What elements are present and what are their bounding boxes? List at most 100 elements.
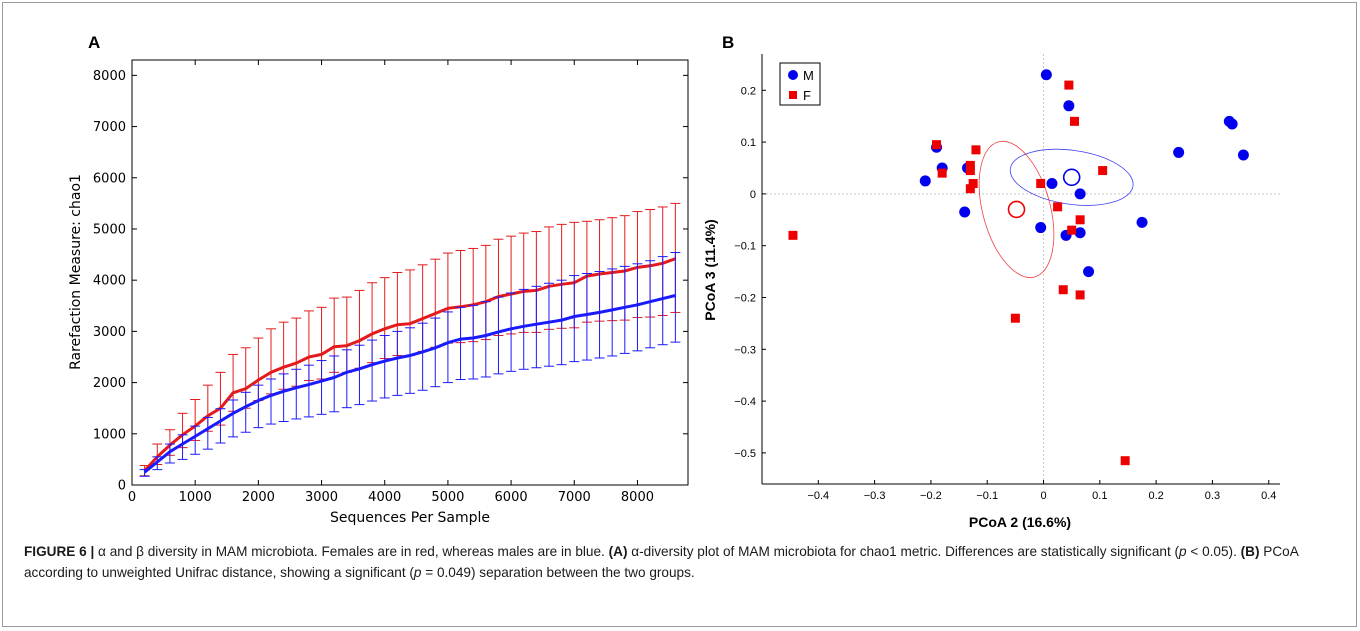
x-tick-label: 0 xyxy=(128,490,136,505)
panel-b-zero-lines xyxy=(762,54,1280,484)
data-point xyxy=(1036,179,1046,189)
legend-f-marker xyxy=(789,91,797,99)
panel-a-ylabel: Rarefaction Measure: chao1 xyxy=(68,174,84,370)
data-point xyxy=(1035,222,1047,234)
data-point xyxy=(1074,227,1086,239)
panel-b-x-ticks: −0.4 −0.3 −0.2 −0.1 0 0.1 0.2 0.3 0.4 xyxy=(807,480,1276,502)
data-point xyxy=(1237,149,1249,161)
caption-text-5: = 0.049) separation between the two grou… xyxy=(421,565,695,580)
data-point xyxy=(965,160,975,170)
panel-a-label: A xyxy=(88,33,100,52)
data-point xyxy=(1098,166,1108,176)
y-tick-label: 0.1 xyxy=(741,137,756,149)
x-tick-label: 3000 xyxy=(305,490,338,505)
data-point xyxy=(1067,225,1077,235)
data-point xyxy=(937,168,947,178)
x-tick-label: 8000 xyxy=(621,490,654,505)
caption-figure-label: FIGURE 6 | xyxy=(24,544,95,559)
x-tick-label: 5000 xyxy=(431,490,464,505)
x-tick-label: 2000 xyxy=(242,490,275,505)
x-tick-label: 6000 xyxy=(495,490,528,505)
data-point xyxy=(1063,100,1075,112)
y-tick-label: −0.3 xyxy=(734,344,756,356)
data-point xyxy=(1058,285,1068,295)
data-point xyxy=(1074,188,1086,200)
data-point xyxy=(959,206,971,218)
panel-a-xlabel: Sequences Per Sample xyxy=(330,510,490,526)
caption-text-3: < 0.05). xyxy=(1186,544,1241,559)
panel-b-legend: M F xyxy=(779,62,821,106)
data-point xyxy=(1053,202,1063,212)
y-tick-label: 6000 xyxy=(93,171,126,186)
panel-b-points xyxy=(788,69,1249,466)
figure-caption: FIGURE 6 | α and β diversity in MAM micr… xyxy=(24,541,1340,583)
y-tick-label: −0.4 xyxy=(734,396,756,408)
x-tick-label: 0.2 xyxy=(1148,490,1163,502)
y-tick-label: 1000 xyxy=(93,427,126,442)
x-tick-label: −0.4 xyxy=(807,490,829,502)
x-tick-label: 0 xyxy=(1040,490,1046,502)
x-tick-label: −0.1 xyxy=(976,490,998,502)
data-point xyxy=(1046,178,1058,190)
legend-box xyxy=(779,62,821,106)
legend-f-label: F xyxy=(803,88,811,103)
y-tick-label: 7000 xyxy=(93,120,126,135)
panel-a-x-ticks: 0 1000 2000 3000 4000 5000 6000 7000 8000 xyxy=(128,60,654,505)
caption-a-ref: (A) xyxy=(608,544,628,559)
x-tick-label: 0.4 xyxy=(1261,490,1276,502)
panel-a-series xyxy=(139,202,681,477)
caption-p-symbol-2: p xyxy=(413,565,422,580)
panel-b: B −0.4 −0.3 −0.2 −0.1 0 0.1 0.2 0.3 0.4 0.20.10−… xyxy=(702,33,1280,530)
panel-b-label: B xyxy=(722,33,734,52)
panel-a-y-ticks: 0 1000 2000 3000 4000 5000 6000 7000 8000 xyxy=(93,69,688,494)
y-tick-label: 2000 xyxy=(93,376,126,391)
panel-b-xlabel: PCoA 2 (16.6%) xyxy=(969,514,1071,530)
x-tick-label: 0.1 xyxy=(1092,490,1107,502)
y-tick-label: 8000 xyxy=(93,69,126,84)
legend-m-marker xyxy=(788,70,798,80)
data-point xyxy=(1040,69,1052,81)
data-point xyxy=(932,140,942,150)
y-tick-label: 5000 xyxy=(93,222,126,237)
data-point xyxy=(1226,118,1238,130)
data-point xyxy=(1010,313,1020,323)
y-tick-label: −0.1 xyxy=(734,241,756,253)
data-point xyxy=(1075,215,1085,225)
data-point xyxy=(1064,80,1074,90)
caption-text-2: α-diversity plot of MAM microbiota for c… xyxy=(627,544,1180,559)
y-tick-label: 0 xyxy=(118,479,126,494)
centroid-marker xyxy=(1062,168,1081,187)
y-tick-label: 0 xyxy=(750,189,756,201)
data-point xyxy=(1069,116,1079,126)
data-point xyxy=(1136,216,1148,228)
series-line xyxy=(143,294,676,474)
data-point xyxy=(1120,456,1130,466)
data-point xyxy=(965,166,975,176)
x-tick-label: −0.3 xyxy=(864,490,886,502)
data-point xyxy=(919,175,931,187)
caption-b-ref: (B) xyxy=(1240,544,1260,559)
x-tick-label: −0.2 xyxy=(920,490,942,502)
panel-b-y-ticks: 0.2 0.1 0 −0.1 −0.2 −0.3 −0.4 −0.5 xyxy=(734,85,766,460)
y-tick-label: −0.2 xyxy=(734,292,756,304)
caption-p-symbol-1: p xyxy=(1179,544,1187,559)
y-tick-label: −0.5 xyxy=(734,448,756,460)
data-point xyxy=(965,184,975,194)
data-point xyxy=(788,230,798,240)
panel-b-ylabel: PCoA 3 (11.4%) xyxy=(702,219,718,320)
series-blue xyxy=(139,252,681,477)
centroid-marker xyxy=(1007,200,1026,219)
x-tick-label: 4000 xyxy=(368,490,401,505)
y-tick-label: 3000 xyxy=(93,325,126,340)
confidence-ellipse xyxy=(978,140,1055,278)
series-f xyxy=(788,80,1130,466)
caption-text-1: α and β diversity in MAM microbiota. Fem… xyxy=(94,544,609,559)
data-point xyxy=(1083,266,1095,278)
caption-text-4: PCoA according to unweighted Unifrac dis… xyxy=(24,544,1299,580)
legend-m-label: M xyxy=(803,68,814,83)
y-tick-label: 4000 xyxy=(93,274,126,289)
data-point xyxy=(1173,146,1185,158)
panel-a-axes-box xyxy=(131,59,689,486)
data-point xyxy=(971,145,981,155)
